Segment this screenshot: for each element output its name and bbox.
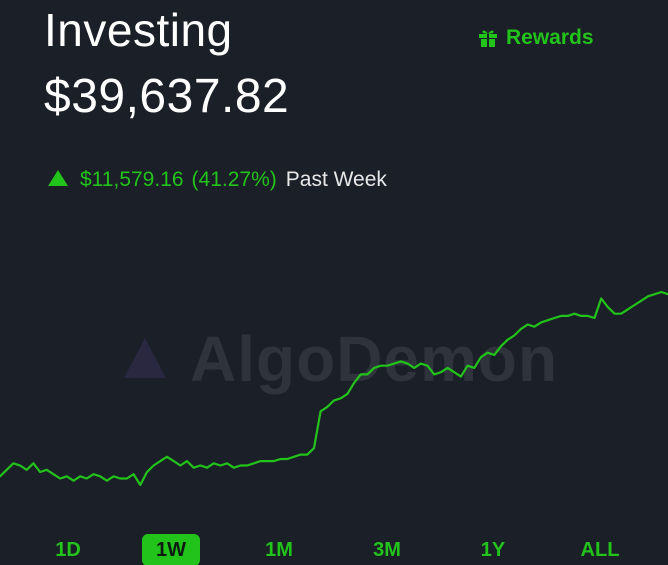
time-range-selector: 1D 1W 1M 3M 1Y ALL bbox=[0, 530, 668, 565]
page-title: Investing bbox=[44, 4, 233, 56]
rewards-label: Rewards bbox=[506, 26, 594, 49]
range-3m[interactable]: 3M bbox=[373, 539, 401, 561]
change-period: Past Week bbox=[285, 168, 387, 191]
gift-icon bbox=[478, 28, 498, 48]
range-1d[interactable]: 1D bbox=[55, 539, 81, 561]
change-percent: (41.27%) bbox=[191, 168, 277, 191]
rewards-button[interactable]: Rewards bbox=[478, 24, 594, 52]
range-1m[interactable]: 1M bbox=[265, 539, 293, 561]
portfolio-chart bbox=[0, 290, 668, 487]
chart-series-line bbox=[0, 290, 668, 487]
change-amount: $11,579.16 bbox=[80, 168, 184, 191]
range-1w[interactable]: 1W bbox=[142, 534, 200, 565]
range-all[interactable]: ALL bbox=[580, 539, 620, 561]
performance-change: $11,579.16 (41.27%) Past Week bbox=[48, 166, 387, 194]
range-1y[interactable]: 1Y bbox=[480, 539, 506, 561]
portfolio-balance: $39,637.82 bbox=[44, 70, 290, 123]
triangle-up-icon bbox=[48, 168, 68, 192]
